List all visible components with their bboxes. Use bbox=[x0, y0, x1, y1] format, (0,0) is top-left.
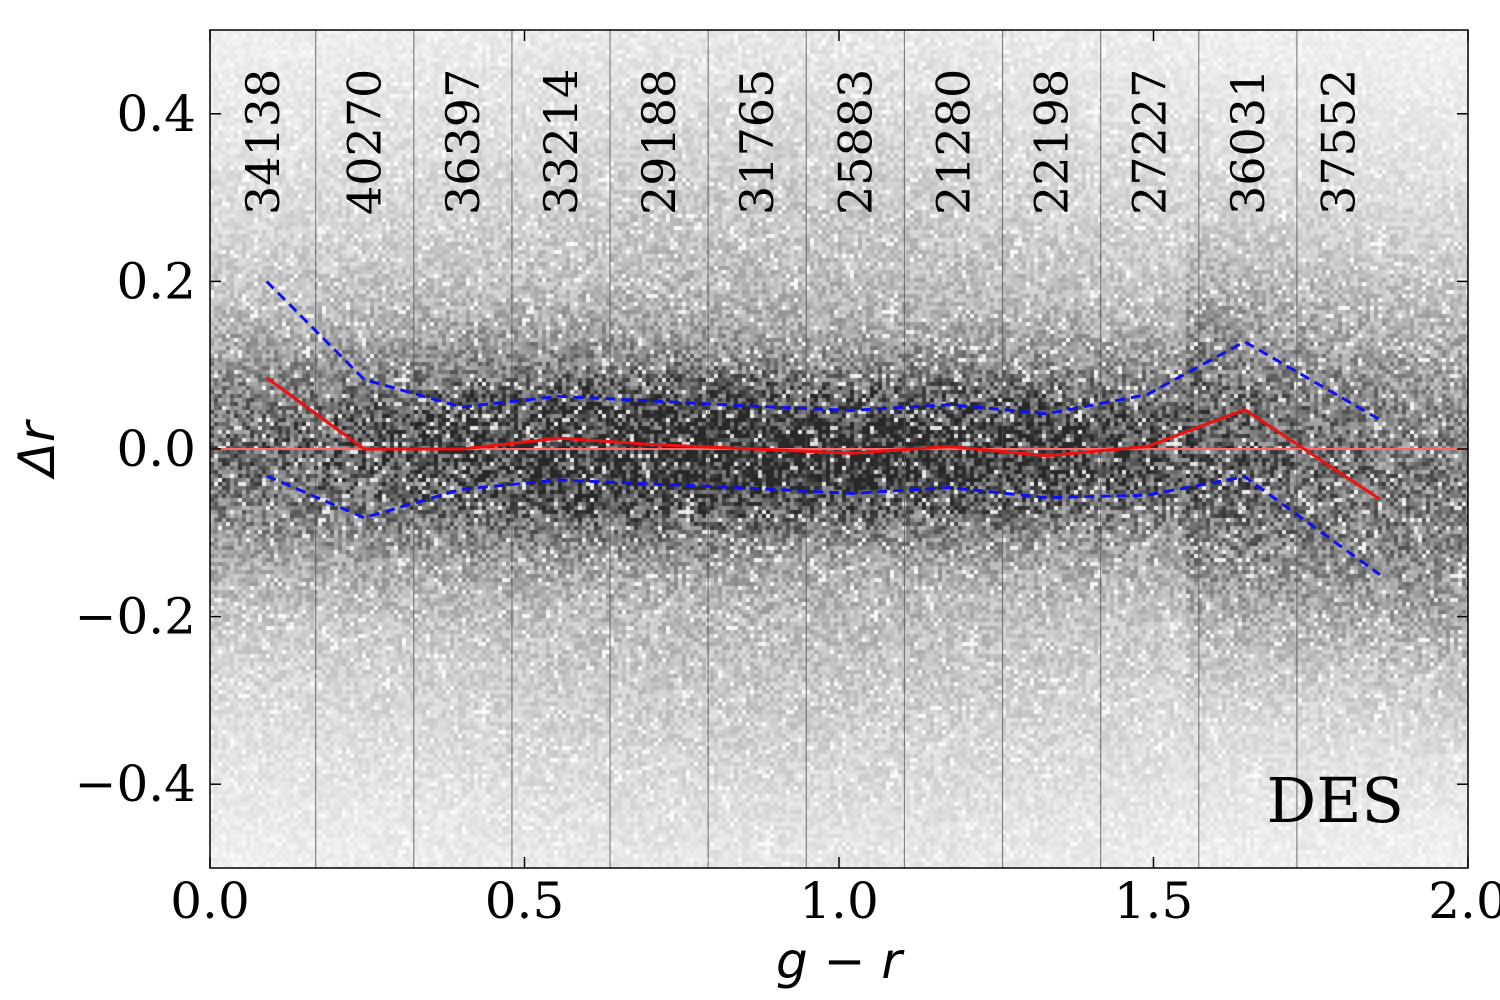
bin-count-label: 33214 bbox=[534, 69, 588, 215]
x-tick-label: 0.0 bbox=[170, 872, 250, 930]
bin-count-label: 22198 bbox=[1025, 69, 1079, 215]
y-axis-label: Δr bbox=[8, 418, 66, 480]
x-tick-label: 1.0 bbox=[799, 872, 879, 930]
bin-count-label: 31765 bbox=[730, 69, 784, 215]
bin-count-label: 29188 bbox=[632, 69, 686, 215]
bin-count-label: 34138 bbox=[236, 69, 290, 215]
bin-count-label: 21280 bbox=[926, 69, 980, 215]
x-axis-label: g − r bbox=[776, 932, 905, 990]
series-layer bbox=[210, 280, 1468, 576]
x-tick-label: 2.0 bbox=[1428, 872, 1500, 930]
x-tick-label: 0.5 bbox=[485, 872, 565, 930]
bin-count-label: 37552 bbox=[1311, 69, 1365, 215]
bin-count-label: 25883 bbox=[828, 69, 882, 215]
bin-count-label: 40270 bbox=[338, 69, 392, 215]
annotation-des: DES bbox=[1267, 764, 1404, 837]
median-line bbox=[265, 376, 1381, 501]
y-tick-label: 0.2 bbox=[116, 252, 196, 310]
y-tick-label: −0.2 bbox=[75, 588, 196, 646]
lower-bound-line bbox=[266, 474, 1381, 576]
bin-count-label: 36397 bbox=[436, 69, 490, 215]
axis-ticks: 0.0 0.5 1.0 1.5 2.0 −0.4 −0.2 0.0 0.2 0.4 bbox=[75, 30, 1500, 930]
x-tick-label: 1.5 bbox=[1114, 872, 1194, 930]
y-tick-label: 0.0 bbox=[116, 420, 196, 478]
upper-bound-line bbox=[265, 280, 1381, 421]
bin-count-labels: 34138 40270 36397 33214 29188 31765 25883 21280… bbox=[236, 69, 1366, 215]
bin-count-label: 36031 bbox=[1221, 69, 1275, 215]
y-tick-label: 0.4 bbox=[116, 85, 196, 143]
bin-count-label: 27227 bbox=[1123, 69, 1177, 215]
y-tick-label: −0.4 bbox=[75, 755, 196, 813]
